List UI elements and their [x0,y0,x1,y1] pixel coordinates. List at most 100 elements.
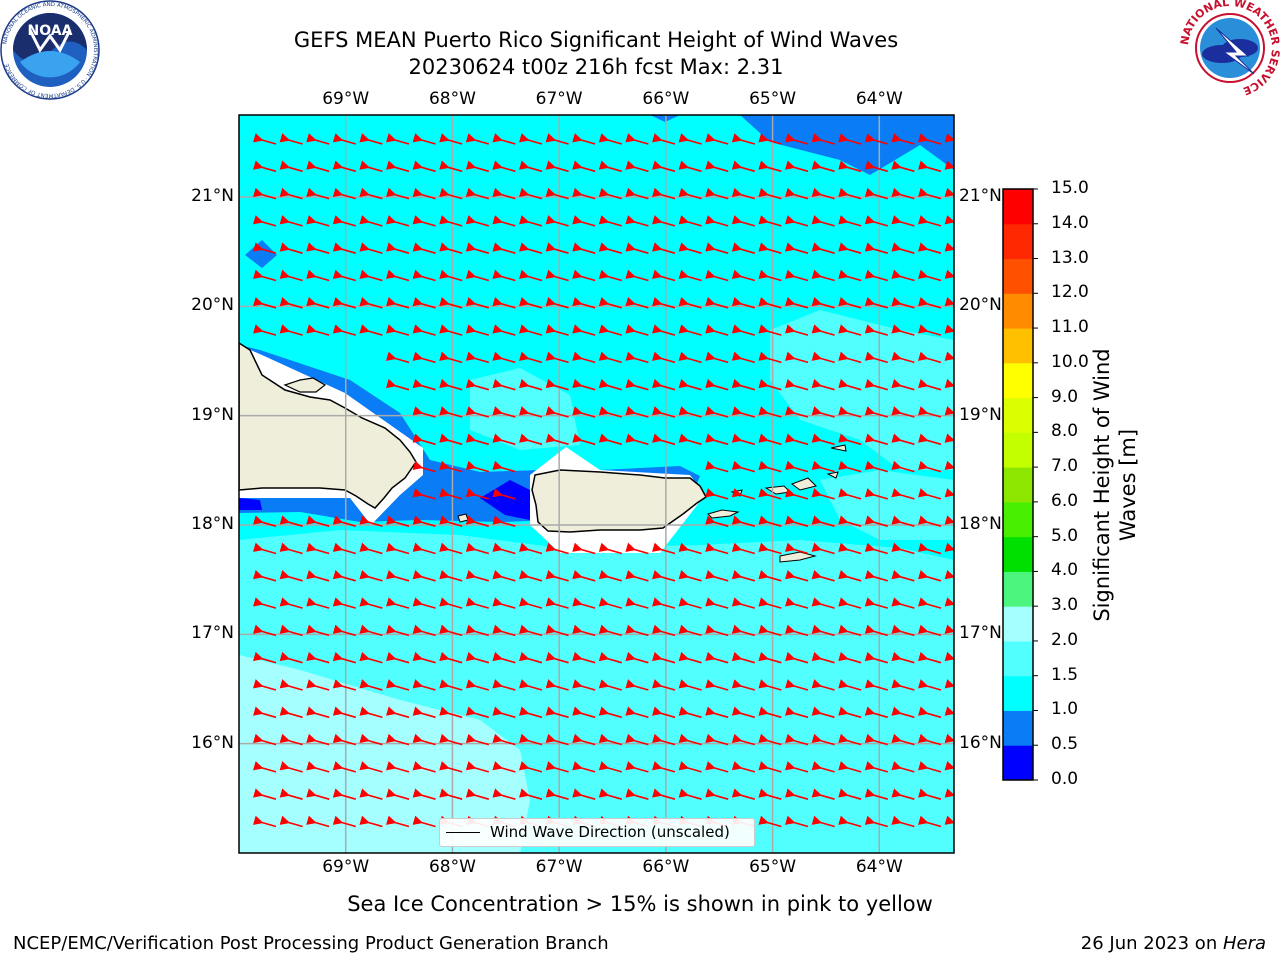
wave-direction-arrow [811,624,835,637]
wave-direction-arrow [917,515,942,527]
wave-direction-arrow [731,296,756,309]
wave-direction-arrow [731,215,756,227]
lon-tick-top: 65°W [749,89,797,109]
wave-direction-arrow [279,133,303,145]
wave-direction-arrow [492,324,516,336]
wave-direction-arrow [518,187,543,200]
wave-direction-arrow [492,488,516,500]
wave-direction-arrow [731,324,756,336]
wave-direction-arrow [359,624,383,637]
wave-direction-arrow [332,679,357,691]
lon-tick-bottom: 65°W [749,857,797,877]
wave-direction-arrow [838,351,862,364]
wave-direction-arrow [838,324,862,336]
wave-direction-arrow [678,542,702,555]
wave-direction-arrow [332,569,357,582]
wave-direction-arrow [731,133,756,145]
wave-direction-arrow [465,133,490,145]
wave-direction-arrow [758,488,782,500]
wave-direction-arrow [545,788,569,800]
colorbar-tick-label: 0.0 [1051,769,1079,789]
wave-direction-arrow [385,269,410,282]
wave-direction-arrow [518,569,543,582]
chart-title: GEFS MEAN Puerto Rico Significant Height… [293,28,899,52]
wave-direction-arrow [439,378,463,391]
wave-direction-arrow [306,597,330,609]
wave-direction-arrow [864,406,889,418]
wave-direction-arrow [651,324,676,336]
wave-direction-arrow [864,187,889,200]
wave-direction-arrow [439,488,463,500]
colorbar-swatch [1003,293,1033,329]
wave-direction-arrow [811,733,835,746]
wave-direction-arrow [359,569,383,582]
wave-direction-arrow [917,488,942,500]
wave-direction-arrow [705,215,729,227]
wave-direction-arrow [279,651,303,664]
wave-direction-arrow [625,351,649,364]
wave-direction-arrow [252,187,277,200]
wave-direction-arrow [811,488,835,500]
wave-direction-arrow [944,488,954,498]
wave-direction-arrow [838,706,862,719]
wave-direction-arrow [944,597,954,607]
wave-direction-arrow [385,761,410,773]
wave-direction-arrow [332,651,357,664]
colorbar-tick-label: 6.0 [1051,490,1079,511]
wave-direction-arrow [359,706,383,719]
colorbar-label: Significant Height of Wind Waves [m] [1090,348,1140,622]
wave-direction-arrow [412,351,436,364]
wave-direction-arrow [545,569,569,582]
wave-direction-arrow [465,351,490,364]
wave-direction-arrow [332,733,357,746]
wave-direction-arrow [705,679,729,691]
wave-direction-arrow [651,542,676,555]
wave-direction-arrow [811,706,835,719]
wave-direction-arrow [439,542,463,555]
wave-direction-arrow [891,542,915,555]
wave-direction-arrow [465,569,490,582]
colorbar-tick-label: 14.0 [1051,212,1089,233]
wave-direction-arrow [678,624,702,637]
wave-direction-arrow [412,187,436,200]
wave-direction-arrow [678,215,702,227]
wave-direction-arrow [784,406,809,418]
wave-direction-arrow [465,788,490,800]
wave-direction-arrow [731,406,756,418]
wave-direction-arrow [651,624,676,637]
wave-direction-arrow [332,324,357,336]
wave-direction-arrow [944,378,954,389]
wave-direction-arrow [279,733,303,746]
wave-direction-arrow [465,296,490,309]
wave-direction-arrow [838,815,862,828]
wave-direction-arrow [279,160,303,173]
wave-direction-arrow [784,296,809,309]
colorbar-tick-label: 8.0 [1051,421,1079,442]
colorbar-tick-label: 12.0 [1051,282,1089,303]
wave-direction-arrow [625,324,649,336]
wave-direction-arrow [572,296,596,309]
wave-direction-arrow [492,706,516,719]
wave-direction-arrow [705,788,729,800]
wave-direction-arrow [412,242,436,254]
wave-direction-arrow [465,324,490,336]
wave-direction-arrow [332,133,357,145]
wave-direction-arrow [944,542,954,552]
wave-direction-arrow [731,269,756,282]
wave-direction-arrow [385,378,410,391]
wave-direction-arrow [545,215,569,227]
colorbar-swatch [1003,571,1033,607]
wave-direction-arrow [705,488,729,500]
wave-direction-arrow [891,679,915,691]
wave-direction-arrow [545,761,569,773]
wave-direction-arrow [439,706,463,719]
wave-direction-arrow [731,542,756,555]
wave-direction-arrow [465,406,490,418]
wave-direction-arrow [439,351,463,364]
wave-direction-arrow [758,187,782,200]
wave-direction-arrow [465,624,490,637]
wave-direction-arrow [705,242,729,254]
wave-direction-arrow [359,324,383,336]
wave-direction-arrow [758,761,782,773]
wave-direction-arrow [864,160,889,173]
